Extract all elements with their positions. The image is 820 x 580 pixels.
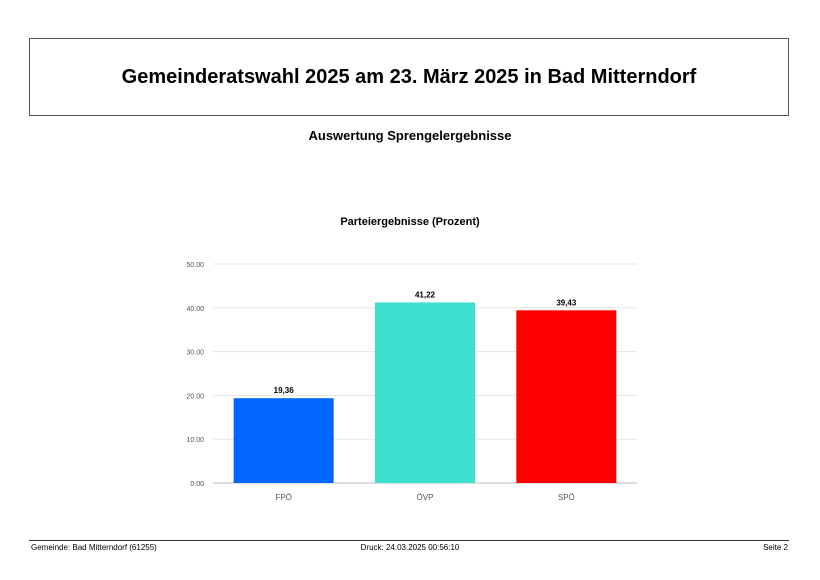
title-box: Gemeinderatswahl 2025 am 23. März 2025 i… (29, 38, 789, 116)
y-tick-label: 30.00 (186, 350, 204, 357)
bar-chart: Parteiergebnisse (Prozent) 0.00 10.00 20.00… (186, 216, 637, 502)
data-label: 39,43 (556, 298, 577, 307)
footer-print-date: Druck: 24.03.2025 00:56:10 (360, 543, 460, 552)
bar-fpö (233, 398, 334, 483)
chart-title: Parteiergebnisse (Prozent) (340, 216, 480, 228)
page-title: Gemeinderatswahl 2025 am 23. März 2025 i… (121, 65, 697, 88)
footer-divider (29, 540, 789, 541)
bar-övp (375, 302, 475, 483)
bar-spö (516, 310, 617, 483)
page-subtitle: Auswertung Sprengelergebnisse (308, 128, 512, 143)
y-tick-label: 0.00 (190, 481, 204, 488)
data-label: 41,22 (415, 290, 436, 299)
footer-municipality: Gemeinde: Bad Mitterndorf (61255) (31, 543, 157, 552)
data-label: 19,36 (274, 386, 295, 395)
y-tick-label: 40.00 (186, 306, 204, 313)
x-tick-label: SPÖ (558, 493, 575, 502)
x-tick-label: FPÖ (275, 493, 291, 502)
footer-page-number: Seite 2 (763, 543, 788, 552)
x-tick-label: ÖVP (417, 493, 434, 502)
y-tick-label: 10.00 (186, 437, 204, 444)
y-tick-label: 50.00 (186, 262, 204, 269)
y-tick-label: 20.00 (186, 393, 204, 400)
